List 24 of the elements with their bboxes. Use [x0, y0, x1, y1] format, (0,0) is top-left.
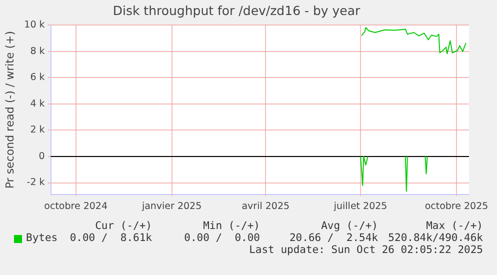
y-tick-label: 10 k	[24, 19, 46, 30]
text: Max (-/+)	[426, 220, 483, 232]
text: 0.00 / 0.00	[184, 232, 260, 244]
y-tick-label: 6 k	[30, 72, 46, 84]
text: Cur (-/+)	[95, 220, 152, 232]
text: 0.00 / 8.61k	[70, 232, 152, 244]
text: Avg (-/+)	[321, 220, 378, 232]
text: Min (-/+)	[203, 220, 260, 232]
x-tick-label: octobre 2024	[44, 200, 108, 212]
text: Last update: Sun Oct 26 02:05:22 2025	[249, 244, 483, 256]
y-tick-label: 8 k	[30, 46, 46, 57]
x-tick-label: juillet 2025	[332, 200, 388, 212]
legend-label: Bytes	[26, 232, 58, 244]
text: 20.66 / 2.54k	[289, 232, 378, 244]
text: 520.84k/490.46k	[388, 232, 483, 244]
y-axis-title: Pr second read (-) / write (+)	[3, 30, 16, 189]
x-tick-label: octobre 2025	[424, 200, 488, 212]
y-tick-label: 4 k	[30, 98, 46, 110]
y-tick-label: 0	[38, 150, 45, 162]
x-tick-label: janvier 2025	[140, 200, 202, 212]
y-tick-label: 2 k	[30, 124, 46, 136]
chart-title: Disk throughput for /dev/zd16 - by year	[112, 2, 362, 18]
x-tick-label: avril 2025	[242, 200, 290, 212]
y-tick-label: -2 k	[26, 177, 46, 188]
